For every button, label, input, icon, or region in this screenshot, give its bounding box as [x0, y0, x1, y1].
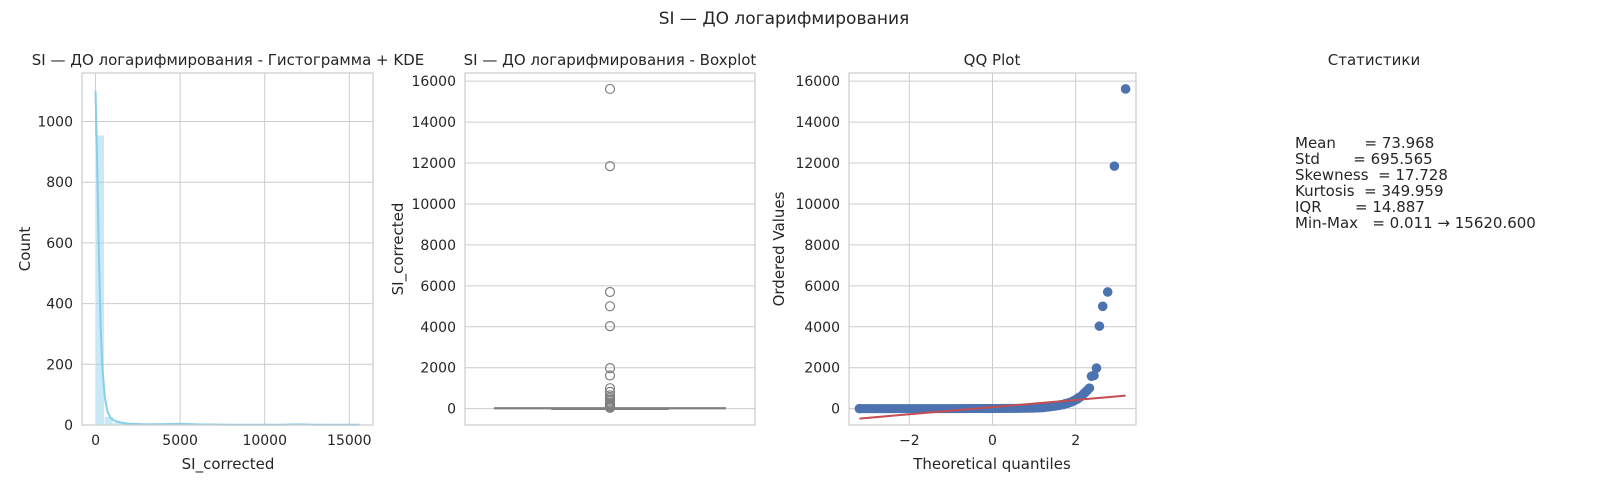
kde-curve [94, 91, 360, 426]
qq-xlabel: Theoretical quantiles [912, 455, 1071, 473]
histogram-xtick-2: 10000 [242, 433, 287, 449]
boxplot-outlier-5 [604, 363, 616, 374]
qq-ytick-8: 16000 [795, 74, 840, 90]
stats-line-kurtosis: Kurtosis = 349.959 [1295, 182, 1444, 200]
qq-ytick-7: 14000 [795, 115, 840, 131]
qq-ytick-5: 10000 [795, 197, 840, 213]
qq-body-points [854, 402, 1054, 414]
stats-line-skewness: Skewness = 17.728 [1295, 166, 1448, 184]
histogram-xtick-1: 5000 [162, 433, 198, 449]
qq-ytick-1: 2000 [804, 361, 840, 377]
boxplot-ytick-0: 0 [447, 402, 456, 418]
qq-point-1 [1120, 84, 1131, 94]
histogram-bar-1 [104, 416, 114, 426]
histogram-xtick-3: 15000 [327, 433, 372, 449]
stats-line-iqr: IQR = 14.887 [1295, 198, 1425, 216]
histogram-ytick-5: 1000 [37, 115, 73, 131]
boxplot-ytick-7: 14000 [411, 115, 456, 131]
boxplot-ytick-5: 10000 [411, 197, 456, 213]
boxplot-outlier-2 [604, 286, 616, 298]
qq-xtick-0: −2 [899, 433, 920, 449]
boxplot-ytick-4: 8000 [420, 238, 456, 254]
qq-point-3 [1102, 287, 1113, 297]
qq-point-2 [1109, 161, 1120, 171]
histogram-ylabel: Count [16, 227, 34, 272]
qq-point-0 [854, 403, 865, 414]
boxplot-outlier-0 [604, 83, 616, 95]
boxplot-ytick-8: 16000 [411, 74, 456, 90]
qq-xtick-1: 0 [988, 433, 997, 449]
qq-ytick-0: 0 [831, 402, 840, 418]
qq-point-8 [1086, 371, 1097, 382]
stats-panel: Статистики Mean = 73.968 Std = 695.565 S… [1295, 51, 1536, 232]
qq-point-5 [1094, 321, 1105, 331]
qq-panel: 0 2000 4000 6000 8000 10000 12000 14000 16000 −2 0… [770, 51, 1137, 473]
qq-title: QQ Plot [964, 51, 1021, 69]
figure-suptitle: SI — ДО логарифмирования [659, 9, 910, 29]
histogram-ytick-1: 200 [46, 357, 73, 373]
boxplot-ytick-6: 12000 [411, 156, 456, 172]
histogram-xlabel: SI_corrected [182, 455, 275, 474]
qq-ytick-2: 4000 [804, 320, 840, 336]
histogram-ytick-3: 600 [46, 236, 73, 252]
qq-point-6 [1091, 363, 1102, 373]
qq-point-30 [1045, 401, 1056, 412]
boxplot-title: SI — ДО логарифмирования - Boxplot [464, 51, 757, 69]
qq-ytick-4: 8000 [804, 238, 840, 254]
qq-xtick-2: 2 [1071, 433, 1080, 449]
stats-title: Статистики [1328, 51, 1420, 69]
qq-ytick-6: 12000 [795, 156, 840, 172]
stats-line-minmax: Min-Max = 0.011 → 15620.600 [1295, 214, 1536, 232]
qq-ytick-3: 6000 [804, 279, 840, 295]
boxplot-ylabel: SI_corrected [389, 203, 408, 296]
histogram-title: SI — ДО логарифмирования - Гистограмма +… [32, 51, 424, 69]
stats-line-mean: Mean = 73.968 [1295, 134, 1434, 152]
histogram-ytick-4: 800 [46, 175, 73, 191]
boxplot-outlier-3 [604, 301, 616, 312]
qq-point-4 [1097, 301, 1108, 312]
histogram-axes-frame [81, 72, 374, 426]
qq-axes-frame [848, 72, 1137, 426]
boxplot-outlier-1 [604, 161, 616, 172]
boxplot-outlier-6 [604, 370, 616, 381]
qq-ylabel: Ordered Values [770, 191, 788, 306]
boxplot-ytick-1: 2000 [420, 361, 456, 377]
boxplot-ytick-3: 6000 [420, 279, 456, 295]
boxplot-outlier-4 [604, 321, 616, 332]
boxplot-outlier-22 [604, 402, 616, 413]
histogram-ytick-0: 0 [64, 418, 73, 434]
qq-fit-line [859, 394, 1126, 420]
boxplot-axes-frame [464, 72, 756, 426]
histogram-xtick-0: 0 [91, 433, 100, 449]
boxplot-panel: 0 2000 4000 6000 8000 10000 12000 14000 16000 SI… [389, 51, 757, 426]
boxplot-ytick-2: 4000 [420, 320, 456, 336]
stats-line-std: Std = 695.565 [1295, 150, 1433, 168]
histogram-ytick-2: 400 [46, 297, 73, 313]
